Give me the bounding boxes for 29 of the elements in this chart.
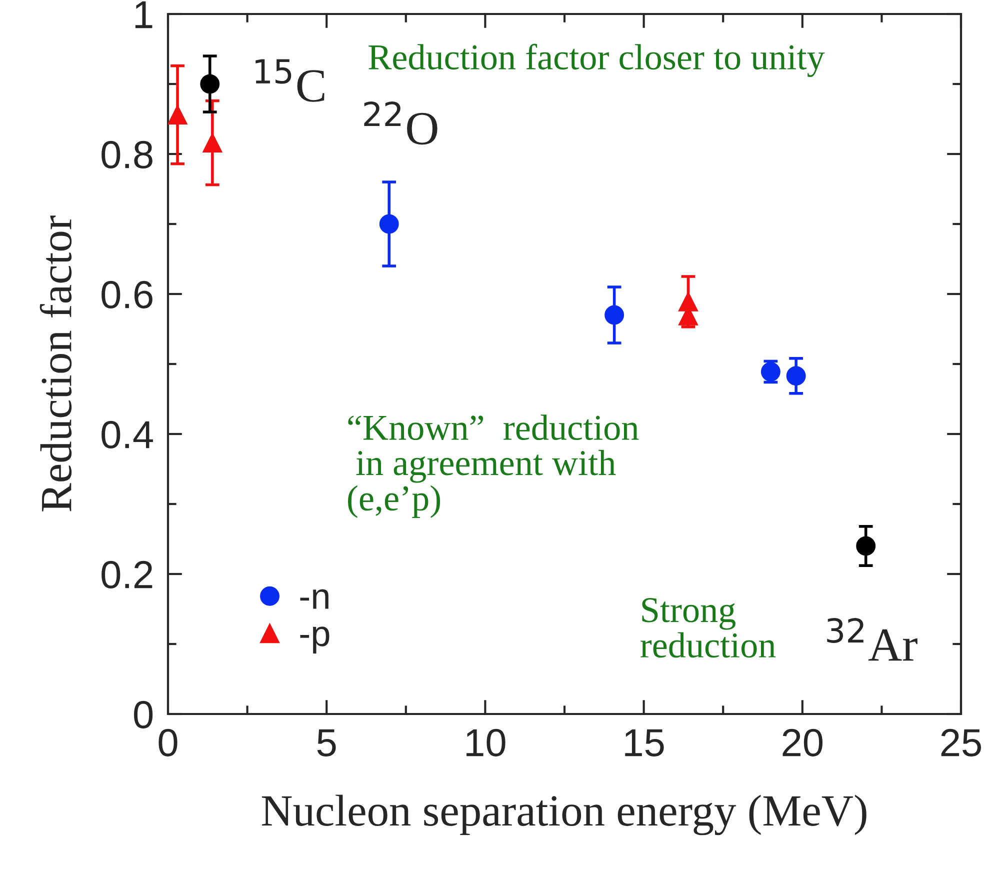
y-tick-label: 0 [134, 700, 153, 728]
annotation: Reduction factor closer to unity [368, 44, 825, 77]
point [168, 105, 188, 125]
y-tick-label: 0.6 [102, 280, 152, 308]
x-tick-label: 0 [158, 728, 178, 756]
legend-label: -p [300, 626, 330, 654]
point [604, 305, 624, 325]
x-tick-label: 15 [625, 729, 664, 756]
point [786, 366, 806, 386]
annotation: $^{22}$O [364, 102, 438, 145]
annotation: $^{32}$Ar [827, 618, 918, 661]
x-tick-label: 10 [466, 728, 506, 756]
point [856, 536, 876, 556]
x-axis-title: Nucleon separation energy (MeV) [262, 794, 866, 836]
annotation: “Known” reduction in agreement with (e,e’p) [348, 414, 639, 518]
point [200, 74, 220, 94]
y-tick-label: 0.4 [102, 420, 153, 448]
legend-label: -n [300, 589, 328, 609]
x-tick-label: 20 [782, 728, 823, 756]
x-tick-label: 5 [317, 729, 336, 756]
y-axis-title: Reduction factor [40, 216, 72, 512]
x-tick-label: 25 [941, 728, 981, 756]
point [379, 214, 399, 234]
annotation: $^{15}$C [256, 59, 324, 102]
annotation: Strong reduction [640, 598, 776, 658]
y-tick-label: 1 [135, 1, 152, 28]
y-tick-label: 0.2 [102, 560, 152, 588]
point [202, 133, 222, 153]
y-tick-label: 0.8 [102, 140, 152, 168]
